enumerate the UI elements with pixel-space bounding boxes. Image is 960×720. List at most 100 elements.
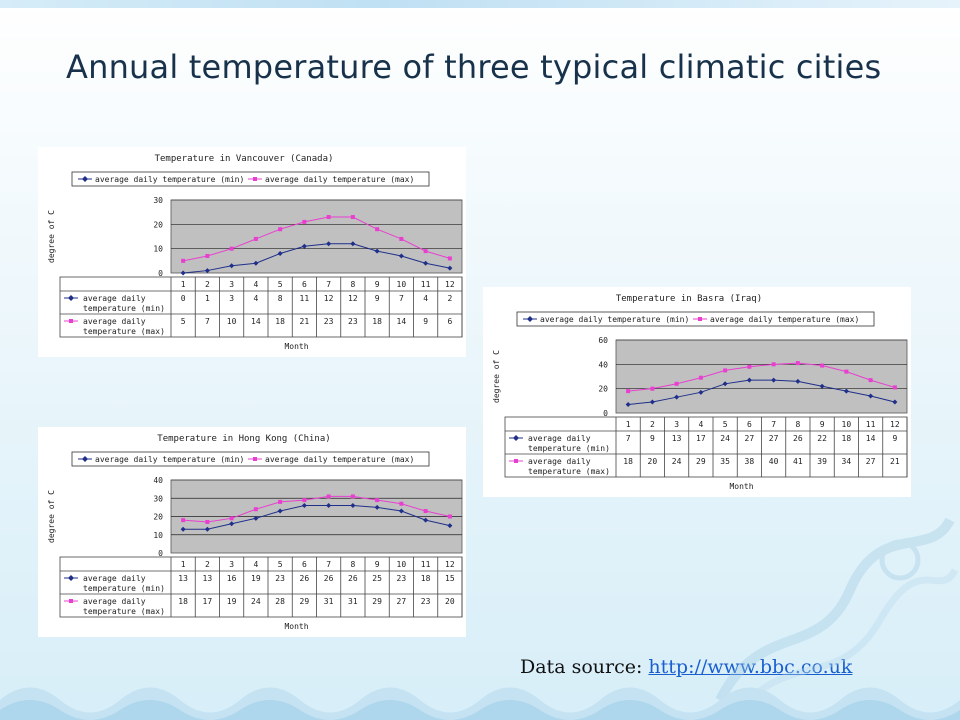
data-value-min: 23: [275, 574, 285, 583]
y-axis-label: degree of C: [47, 210, 56, 263]
data-point-max: [423, 249, 428, 254]
data-value-max: 29: [696, 457, 706, 466]
data-value-min: 13: [672, 434, 682, 443]
data-point-min: [625, 401, 631, 407]
data-value-max: 24: [251, 597, 261, 606]
data-point-max: [447, 256, 452, 261]
data-point-min: [423, 517, 429, 523]
x-tick-label: 5: [723, 420, 728, 429]
table-key-marker-min: [68, 295, 74, 301]
x-tick-label: 10: [842, 420, 852, 429]
data-value-max: 18: [178, 597, 188, 606]
table-row-label-min: temperature (min): [83, 584, 165, 593]
data-value-max: 18: [275, 317, 285, 326]
x-tick-label: 12: [445, 560, 455, 569]
data-value-max: 23: [421, 597, 431, 606]
data-value-max: 6: [447, 317, 452, 326]
legend-label-min: average daily temperature (min): [540, 315, 689, 324]
data-value-min: 26: [348, 574, 358, 583]
chart-svg: Temperature in Hong Kong (China) average …: [47, 434, 463, 631]
legend-label-max: average daily temperature (max): [710, 315, 859, 324]
x-tick-label: 9: [820, 420, 825, 429]
data-value-min: 23: [397, 574, 407, 583]
data-value-min: 7: [626, 434, 631, 443]
data-value-max: 41: [793, 457, 803, 466]
data-point-max: [326, 215, 331, 220]
x-tick-label: 8: [350, 560, 355, 569]
data-value-max: 23: [324, 317, 334, 326]
table-row-label-max: average daily: [83, 597, 146, 606]
table-key-marker-max: [69, 319, 73, 323]
data-value-max: 19: [227, 597, 237, 606]
x-tick-label: 9: [375, 280, 380, 289]
y-tick-label: 30: [153, 494, 163, 503]
data-point-max: [326, 494, 331, 499]
data-point-min: [374, 248, 380, 254]
x-tick-label: 6: [302, 560, 307, 569]
data-value-min: 11: [300, 294, 310, 303]
data-value-min: 15: [445, 574, 455, 583]
data-value-max: 20: [648, 457, 658, 466]
data-point-min: [447, 265, 453, 271]
data-value-min: 22: [817, 434, 827, 443]
data-value-min: 0: [181, 294, 186, 303]
data-source-link[interactable]: http://www.bbc.co.uk: [648, 656, 853, 678]
legend-marker-min: [82, 176, 88, 182]
data-point-min: [350, 503, 356, 509]
data-point-min: [229, 263, 235, 269]
data-point-min: [447, 523, 453, 529]
x-tick-label: 2: [205, 560, 210, 569]
data-point-max: [350, 494, 355, 499]
x-tick-label: 8: [795, 420, 800, 429]
table-row-label-max: average daily: [83, 317, 146, 326]
x-tick-label: 11: [421, 560, 431, 569]
data-value-max: 34: [842, 457, 852, 466]
chart-svg: Temperature in Vancouver (Canada) average…: [47, 154, 463, 351]
data-point-min: [204, 268, 210, 274]
data-value-min: 18: [421, 574, 431, 583]
y-axis-label: degree of C: [492, 350, 501, 403]
data-point-min: [746, 377, 752, 383]
data-point-min: [674, 394, 680, 400]
data-point-max: [626, 389, 631, 394]
legend-marker-max: [253, 177, 257, 181]
x-tick-label: 3: [229, 280, 234, 289]
x-tick-label: 1: [181, 280, 186, 289]
data-point-max: [674, 381, 679, 386]
x-tick-label: 5: [278, 280, 283, 289]
data-value-max: 21: [300, 317, 310, 326]
data-value-max: 31: [348, 597, 358, 606]
data-point-max: [820, 363, 825, 368]
data-value-min: 7: [399, 294, 404, 303]
data-point-max: [350, 215, 355, 220]
data-source-label: Data source:: [520, 656, 649, 678]
x-tick-label: 3: [229, 560, 234, 569]
x-tick-label: 7: [326, 280, 331, 289]
plot-area: [170, 199, 463, 274]
data-value-min: 27: [745, 434, 755, 443]
data-value-max: 18: [623, 457, 633, 466]
data-value-max: 28: [275, 597, 285, 606]
legend-label-min: average daily temperature (min): [95, 175, 244, 184]
data-point-max: [399, 501, 404, 506]
data-point-min: [819, 383, 825, 389]
data-point-min: [771, 377, 777, 383]
data-point-max: [698, 375, 703, 380]
series-line-min: [628, 379, 895, 405]
data-value-max: 20: [445, 597, 455, 606]
chart-svg: Temperature in Basra (Iraq) average daily…: [492, 294, 908, 491]
data-point-max: [423, 509, 428, 514]
table-row-label-max: temperature (max): [83, 607, 165, 616]
legend-marker-max: [253, 457, 257, 461]
x-tick-label: 8: [350, 280, 355, 289]
data-point-min: [843, 388, 849, 394]
table-row-label-min: average daily: [83, 574, 146, 583]
data-source-note: Data source: http://www.bbc.co.uk: [520, 656, 852, 678]
data-point-max: [302, 219, 307, 224]
y-axis-label: degree of C: [47, 490, 56, 543]
data-value-min: 9: [650, 434, 655, 443]
data-point-min: [795, 378, 801, 384]
data-value-max: 14: [251, 317, 261, 326]
x-tick-label: 11: [421, 280, 431, 289]
legend-marker-max: [698, 317, 702, 321]
